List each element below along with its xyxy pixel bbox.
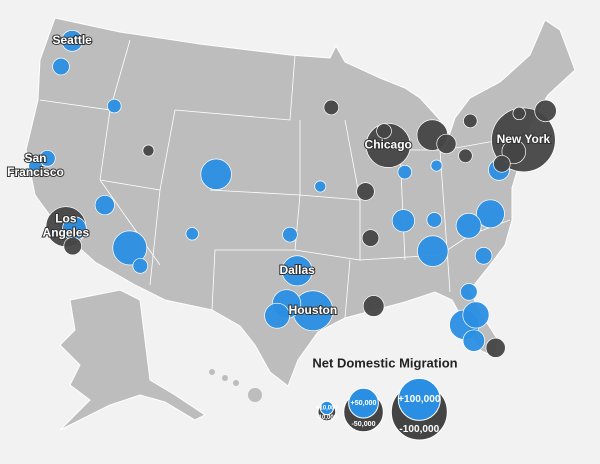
city-label: New York bbox=[497, 132, 551, 146]
bubble bbox=[362, 295, 385, 317]
bubble bbox=[430, 159, 443, 172]
legend-negative-label: -100,000 bbox=[399, 424, 439, 435]
bubble bbox=[534, 99, 557, 123]
legend-positive bbox=[397, 377, 441, 421]
bubble bbox=[417, 235, 449, 267]
bubble bbox=[460, 283, 478, 301]
state-borders bbox=[39, 39, 511, 319]
legend-positive bbox=[319, 400, 334, 416]
bubble bbox=[455, 212, 482, 239]
bubble bbox=[39, 150, 56, 167]
city-label: Houston bbox=[289, 303, 338, 317]
bubble bbox=[282, 226, 298, 243]
bubble bbox=[391, 209, 415, 233]
bubble bbox=[356, 182, 375, 201]
bubble bbox=[476, 199, 505, 229]
bubble bbox=[462, 329, 486, 352]
legend-positive bbox=[348, 387, 379, 419]
bubble bbox=[485, 337, 506, 358]
bubble bbox=[107, 98, 122, 114]
bubble bbox=[426, 212, 443, 228]
bubble bbox=[361, 229, 380, 247]
bubble bbox=[200, 158, 232, 191]
legend-negative-label: -50,000 bbox=[351, 420, 375, 428]
bubble bbox=[94, 195, 115, 216]
city-label: Chicago bbox=[365, 138, 412, 152]
bubble bbox=[61, 30, 84, 52]
bubble bbox=[493, 155, 511, 173]
bubble bbox=[314, 180, 327, 193]
city-label: San Francisco bbox=[7, 151, 64, 179]
bubble bbox=[132, 258, 149, 274]
hawaii bbox=[209, 369, 262, 402]
bubble bbox=[52, 57, 70, 76]
bubble bbox=[142, 144, 155, 157]
bubble bbox=[281, 255, 313, 287]
bubble bbox=[436, 133, 457, 154]
bubble bbox=[112, 230, 148, 266]
bubble bbox=[462, 301, 490, 329]
bubble bbox=[323, 99, 340, 116]
legend-title: Net Domestic Migration bbox=[312, 355, 457, 370]
bubble bbox=[264, 302, 290, 329]
bubble bbox=[458, 148, 473, 163]
legend-positive-label: +100,000 bbox=[398, 394, 441, 405]
legend-negative-label: -10,000 bbox=[317, 415, 338, 421]
bubble bbox=[28, 158, 43, 174]
city-label: Los Angeles bbox=[43, 212, 90, 240]
bubble bbox=[474, 247, 493, 265]
city-label: Seattle bbox=[52, 33, 92, 47]
city-label: Dallas bbox=[279, 263, 315, 277]
bubble bbox=[512, 106, 526, 121]
bubble bbox=[185, 227, 199, 241]
bubble bbox=[63, 236, 82, 256]
bubble bbox=[463, 113, 478, 129]
alaska bbox=[59, 289, 206, 431]
bubble bbox=[397, 164, 412, 180]
legend-positive-label: +50,000 bbox=[351, 399, 377, 407]
legend-positive-label: +10,000 bbox=[316, 406, 339, 412]
bubble bbox=[376, 123, 392, 139]
